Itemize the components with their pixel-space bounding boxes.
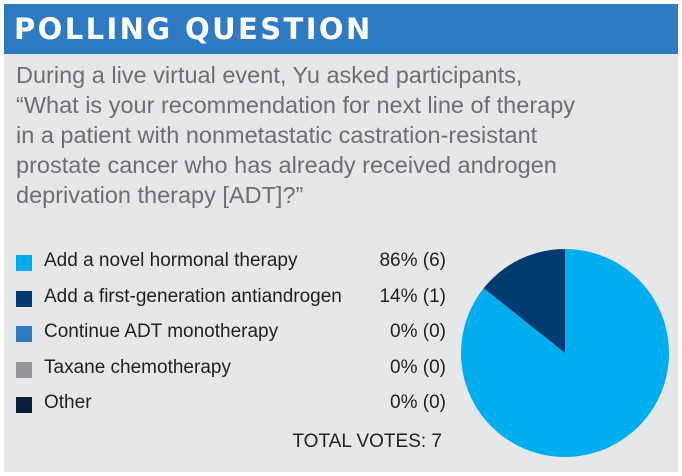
legend-label: Add a first-generation antiandrogen <box>44 285 342 307</box>
legend-swatch <box>16 397 32 413</box>
question-line: “What is your recommendation for next li… <box>16 92 576 118</box>
legend-label: Add a novel hormonal therapy <box>44 250 298 271</box>
legend-percentage: 86% (6) <box>379 250 446 271</box>
question-text: During a live virtual event, Yu asked pa… <box>16 60 676 210</box>
legend-item-first-gen-antiandrogen: Add a first-generation antiandrogen 14% … <box>16 285 446 321</box>
legend-label: Continue ADT monotherapy <box>44 321 279 342</box>
legend-swatch <box>16 326 32 342</box>
legend-label: Other <box>44 392 92 413</box>
legend-percentage: 14% (1) <box>379 285 446 307</box>
pie-slice-add-a-first-generation-antiandrogen <box>483 249 565 353</box>
legend-item-adt-monotherapy: Continue ADT monotherapy 0% (0) <box>16 320 446 356</box>
legend-item-novel-hormonal: Add a novel hormonal therapy 86% (6) <box>16 249 446 285</box>
legend-swatch <box>16 255 32 271</box>
legend-percentage: 0% (0) <box>390 356 446 378</box>
card-header: POLLING QUESTION <box>4 4 678 54</box>
total-votes: TOTAL VOTES: 7 <box>292 431 442 452</box>
question-line: deprivation therapy [ADT]?” <box>16 182 304 208</box>
question-line: in a patient with nonmetastatic castrati… <box>16 122 538 148</box>
pie-chart <box>461 249 670 457</box>
question-line: During a live virtual event, Yu asked pa… <box>16 62 523 88</box>
legend-item-taxane-chemotherapy: Taxane chemotherapy 0% (0) <box>16 356 446 392</box>
legend-percentage: 0% (0) <box>390 392 446 413</box>
legend: Add a novel hormonal therapy 86% (6) Add… <box>16 249 446 427</box>
legend-label: Taxane chemotherapy <box>44 356 231 378</box>
question-line: prostate cancer who has already received… <box>16 152 557 178</box>
legend-item-other: Other 0% (0) <box>16 391 446 427</box>
legend-swatch <box>16 290 32 307</box>
polling-question-card: POLLING QUESTION During a live virtual e… <box>4 4 678 472</box>
pie-slice-add-a-novel-hormonal-therapy <box>461 249 670 457</box>
legend-swatch <box>16 361 32 378</box>
legend-percentage: 0% (0) <box>390 321 446 342</box>
